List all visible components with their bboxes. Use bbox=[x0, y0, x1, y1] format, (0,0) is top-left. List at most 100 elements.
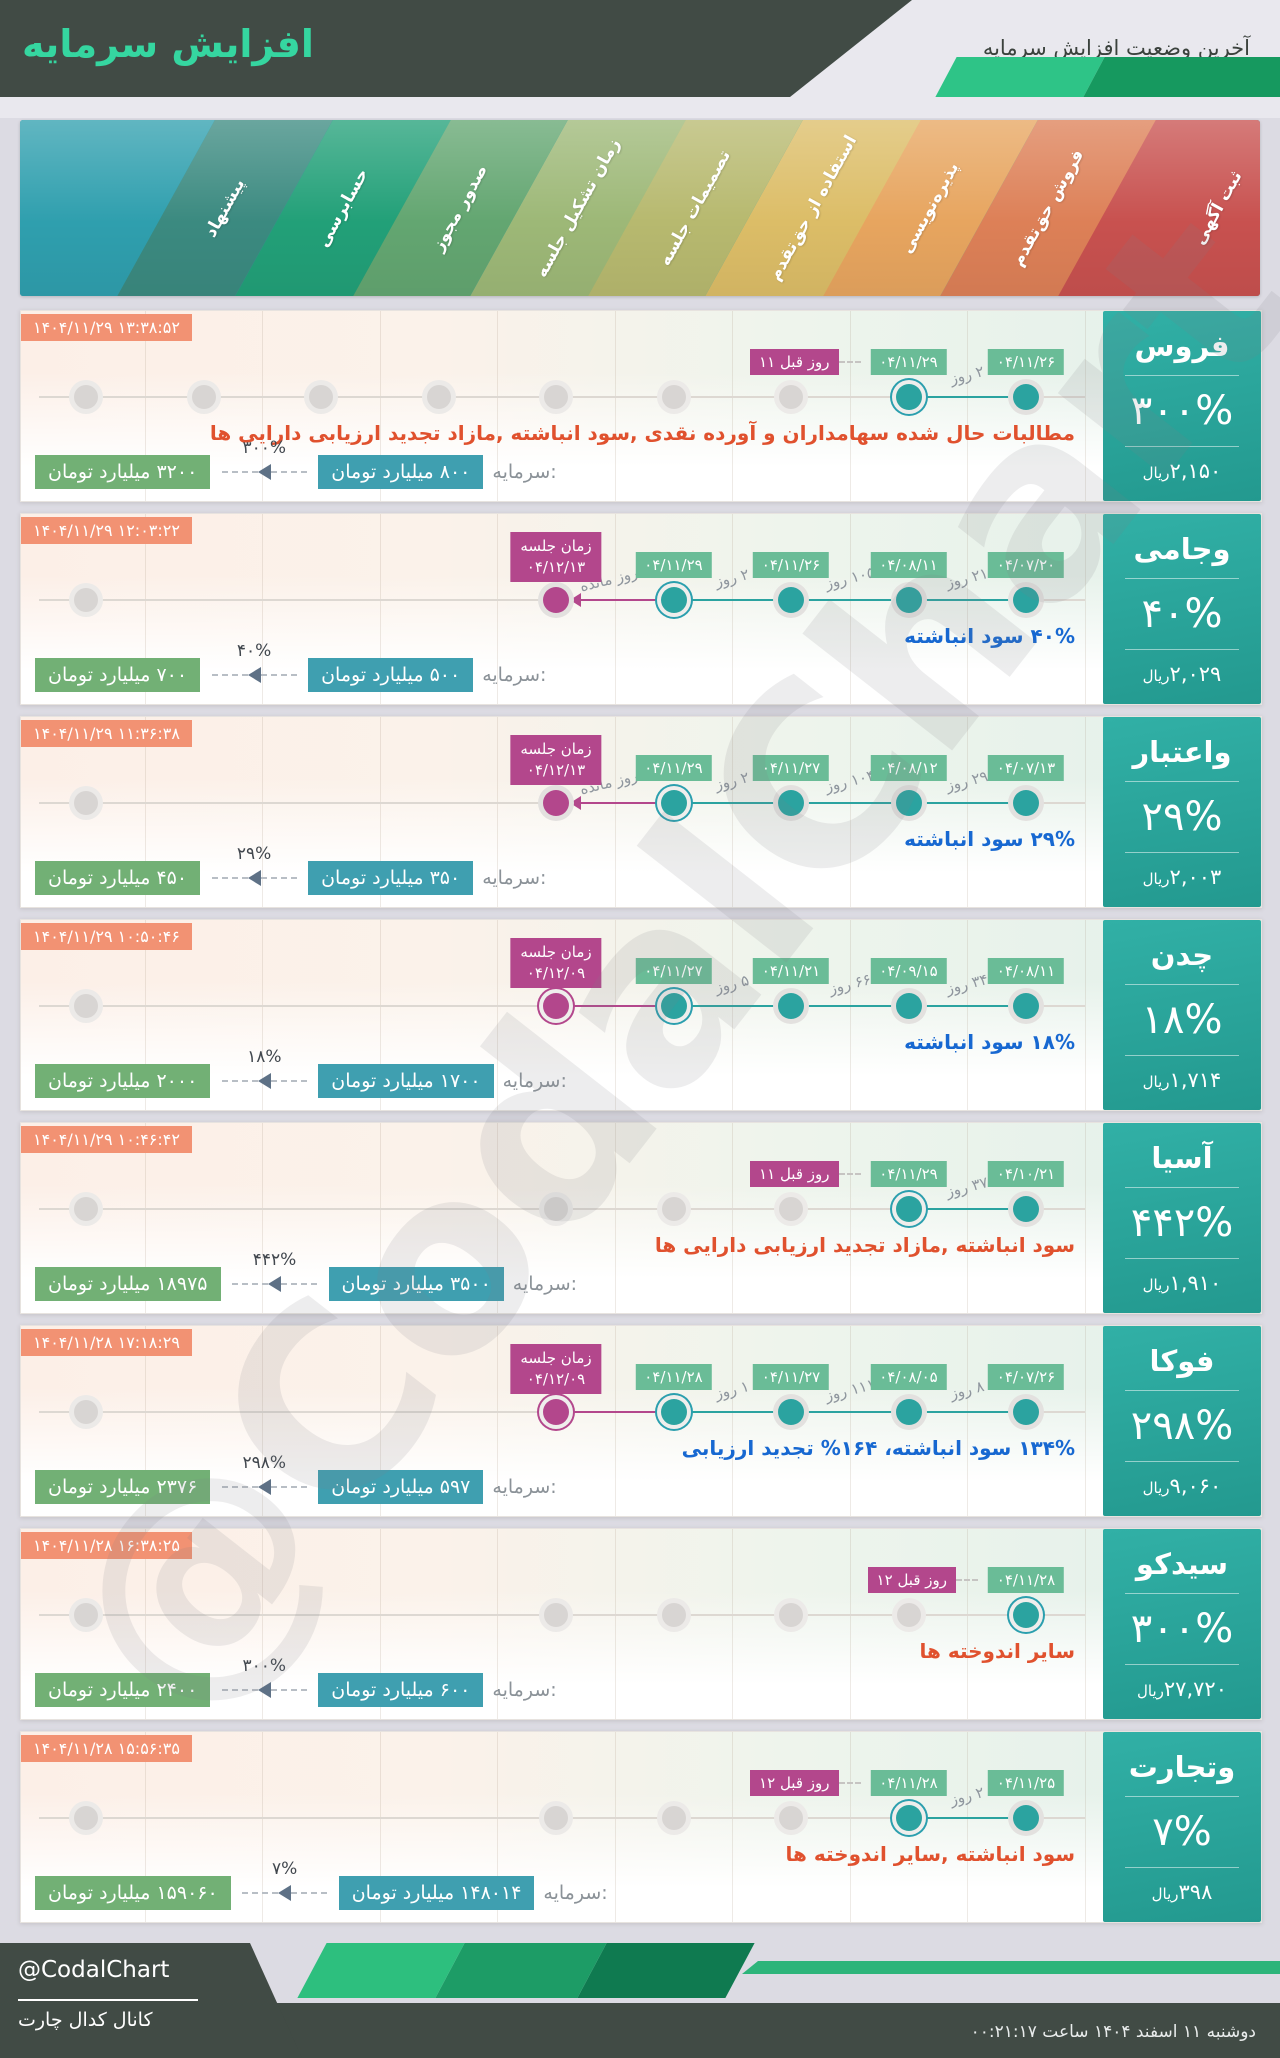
column-gridline bbox=[144, 514, 146, 704]
column-gridline bbox=[732, 1732, 734, 1922]
company-row: ۱۴۰۴/۱۱/۲۹ ۱۱:۳۶:۳۸ ۲۹ روز ۱۰۴ روز ۲ روز ۲ ر… bbox=[20, 716, 1262, 908]
card-divider bbox=[1125, 578, 1239, 579]
company-price: ۱,۹۱۰ریال bbox=[1143, 1271, 1222, 1295]
column-gridline bbox=[614, 1123, 616, 1313]
card-divider bbox=[1125, 375, 1239, 376]
dashed-line bbox=[221, 1486, 258, 1488]
green-parallelogram-light bbox=[935, 57, 1105, 97]
footer-decoration bbox=[297, 1943, 755, 1998]
page-title: افزایش سرمایه bbox=[22, 22, 314, 66]
price-unit: ریال bbox=[1142, 1073, 1170, 1091]
date-badge: ۰۴/۰۹/۱۵ bbox=[870, 958, 947, 984]
column-gridline bbox=[732, 1326, 734, 1516]
company-price: ۳۹۸ریال bbox=[1152, 1880, 1213, 1904]
company-card: واعتبار ۲۹% ۲,۰۰۳ریال bbox=[1103, 717, 1261, 907]
milestone-dot bbox=[1013, 384, 1039, 410]
dashed-line bbox=[221, 471, 258, 473]
segment-days-label: ۲ روز bbox=[948, 1783, 987, 1809]
timeline-segment: ۵ روز bbox=[673, 971, 791, 1007]
timeline-segment: ۳۷ روز bbox=[908, 1173, 1026, 1210]
column-gridline bbox=[1084, 1529, 1086, 1719]
segment-days-label: ۲ روز bbox=[948, 362, 987, 388]
card-divider bbox=[1125, 984, 1239, 985]
capital-label: سرمایه: bbox=[543, 1882, 608, 1904]
timeline-segment: ۱۰۴ روز bbox=[791, 766, 909, 804]
stage-band: ثبت آگهی فروش حق‌تقدم پذیره‌نویسی استفاده ا… bbox=[20, 120, 1260, 296]
segment-days-label: ۳۷ روز bbox=[944, 1173, 991, 1201]
stage-label: فروش حق‌تقدم bbox=[1006, 146, 1088, 270]
inactive-dot bbox=[544, 1197, 568, 1221]
timeline-segment: ۶۶ روز bbox=[791, 970, 909, 1007]
capital-old-badge: ۳۵۰۰ میلیارد تومان bbox=[328, 1267, 504, 1301]
dashed-line bbox=[270, 1486, 307, 1488]
column-gridline bbox=[262, 1732, 264, 1922]
milestone-dot bbox=[1013, 993, 1039, 1019]
column-gridline bbox=[849, 1732, 851, 1922]
company-name: وتجارت bbox=[1128, 1750, 1236, 1784]
timeline-segment: ۲ روز bbox=[673, 768, 791, 804]
company-row: ۱۴۰۴/۱۱/۲۸ ۱۷:۱۸:۲۹ ۸ روز ۱۱۱ روز ۱ روز زمان… bbox=[20, 1325, 1262, 1517]
milestone-dot bbox=[660, 1399, 687, 1425]
column-gridline bbox=[497, 311, 499, 501]
column-gridline bbox=[967, 1529, 969, 1719]
meeting-badge-title: زمان جلسه bbox=[520, 943, 592, 961]
date-badge: ۰۴/۰۸/۰۵ bbox=[870, 1364, 947, 1390]
milestone-dot bbox=[660, 993, 687, 1019]
dashed-line bbox=[211, 674, 248, 676]
milestone-dot bbox=[1013, 790, 1039, 816]
arrow-left-icon bbox=[257, 1479, 271, 1495]
price-value: ۹,۰۶۰ bbox=[1169, 1474, 1222, 1498]
column-gridline bbox=[849, 1123, 851, 1313]
days-ago-badge: ۱۲ روز قبل bbox=[867, 1567, 956, 1593]
days-ago: ۱۱ روز قبل bbox=[750, 349, 861, 375]
column-gridline bbox=[1084, 920, 1086, 1110]
date-badge: ۰۴/۰۸/۱۱ bbox=[987, 958, 1065, 984]
meeting-badge: زمان جلسه ۰۴/۱۲/۰۹ bbox=[510, 1344, 602, 1394]
company-card: وتجارت ۷% ۳۹۸ریال bbox=[1103, 1732, 1261, 1922]
description: سود انباشته ,مازاد تجدید ارزیابی دارایی … bbox=[654, 1233, 1075, 1257]
arrow-left-icon bbox=[570, 593, 581, 607]
date-badge: ۰۴/۱۱/۲۸ bbox=[987, 1567, 1065, 1593]
company-percent: ۳۰۰% bbox=[1130, 1606, 1234, 1652]
segment-days-label: ۱۰۵ روز bbox=[822, 563, 877, 593]
price-unit: ریال bbox=[1142, 464, 1170, 482]
date-badge: ۰۴/۰۷/۲۰ bbox=[987, 552, 1065, 578]
company-percent: ۱۸% bbox=[1141, 997, 1223, 1043]
segment-days-label: ۵ روز bbox=[713, 971, 752, 997]
capital-percent: ۴۴۲% bbox=[252, 1250, 297, 1270]
timeline-segment: ۲۹ روز bbox=[908, 767, 1026, 804]
column-gridline bbox=[967, 920, 969, 1110]
capital-new-badge: ۲۰۰۰ میلیارد تومان bbox=[35, 1064, 211, 1098]
capital-arrow: ۷% bbox=[231, 1859, 339, 1901]
company-row: ۱۴۰۴/۱۱/۲۸ ۱۵:۵۶:۳۵ ۲ روز ۰۴/۱۱/۲۵ ۰۴/۱۱/۲۸… bbox=[20, 1731, 1262, 1923]
date-badge: ۰۴/۰۷/۲۶ bbox=[987, 1364, 1065, 1390]
capital-label: سرمایه: bbox=[492, 461, 557, 483]
inactive-dot bbox=[74, 385, 98, 409]
column-gridline bbox=[497, 1326, 499, 1516]
column-gridline bbox=[262, 717, 264, 907]
column-gridline bbox=[1084, 1732, 1086, 1922]
column-gridline bbox=[497, 1529, 499, 1719]
column-gridline bbox=[849, 311, 851, 501]
company-name: فروس bbox=[1134, 329, 1230, 363]
date-badge: ۰۴/۱۱/۲۶ bbox=[987, 349, 1065, 375]
description: سود انباشته ,سایر اندوخته ها bbox=[785, 1842, 1075, 1866]
column-gridline bbox=[497, 717, 499, 907]
price-value: ۲,۰۲۹ bbox=[1169, 662, 1222, 686]
column-gridline bbox=[732, 920, 734, 1110]
card-divider bbox=[1125, 1796, 1239, 1797]
meeting-badge: زمان جلسه ۰۴/۱۲/۱۳ bbox=[510, 735, 602, 785]
footer-divider bbox=[18, 1999, 198, 2001]
company-price: ۲,۰۰۳ریال bbox=[1143, 865, 1222, 889]
card-divider bbox=[1125, 1390, 1239, 1391]
milestone-dot bbox=[1013, 1805, 1039, 1831]
meeting-badge-date: ۰۴/۱۲/۱۳ bbox=[526, 761, 586, 779]
column-gridline bbox=[379, 311, 381, 501]
capital-old-badge: ۶۰۰ میلیارد تومان bbox=[318, 1673, 484, 1707]
arrow-left-icon bbox=[257, 1073, 271, 1089]
milestone-dot bbox=[778, 587, 804, 613]
meeting-badge-title: زمان جلسه bbox=[520, 1349, 592, 1367]
meeting-segment bbox=[556, 1005, 674, 1007]
milestone-dot bbox=[778, 1399, 804, 1425]
